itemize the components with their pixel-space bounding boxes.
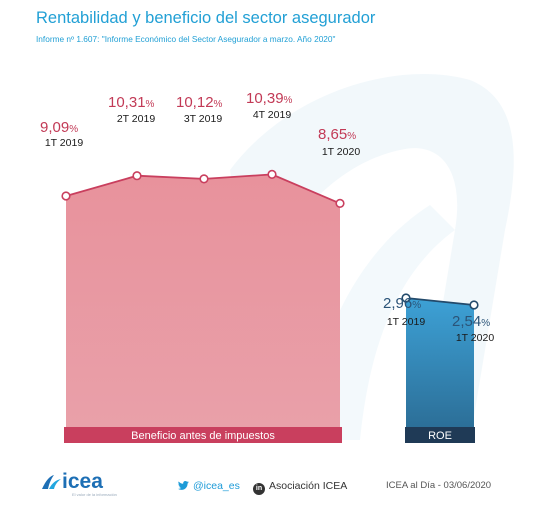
twitter-icon (178, 481, 189, 490)
data-point (132, 171, 142, 181)
data-point (335, 198, 345, 208)
twitter-handle-text: @icea_es (193, 480, 240, 492)
data-point (199, 174, 209, 184)
chart-subtitle: Informe nº 1.607: "Informe Económico del… (36, 34, 336, 44)
icea-logo-icon (42, 475, 61, 489)
category-label: 1T 2019 (45, 137, 83, 149)
chart-title: Rentabilidad y beneficio del sector aseg… (36, 9, 376, 27)
category-label: 3T 2019 (184, 113, 222, 125)
value-label: 10,31% (108, 94, 155, 111)
value-label: 10,12% (176, 94, 223, 111)
category-label: 4T 2019 (253, 109, 291, 121)
data-point (267, 169, 277, 179)
series-area-1 (406, 298, 474, 427)
icea-logo-tagline: El valor de la información (72, 492, 117, 497)
data-point (469, 300, 479, 310)
icea-logo: icea (40, 470, 103, 494)
linkedin-link[interactable]: in Asociación ICEA (253, 480, 347, 495)
benefit-label-text: Beneficio antes de impuestos (131, 430, 275, 442)
publication-date: ICEA al Día - 03/06/2020 (386, 480, 492, 491)
linkedin-icon: in (253, 483, 265, 495)
category-label: 1T 2020 (322, 146, 360, 158)
value-label: 10,39% (246, 90, 293, 107)
series-line-1 (405, 297, 475, 306)
category-label: 1T 2019 (387, 316, 425, 328)
value-label: 2,54% (452, 313, 490, 330)
benefit-label-bg (64, 427, 342, 443)
twitter-handle[interactable]: @icea_es (178, 480, 240, 492)
benefit-category-label: Beneficio antes de impuestos (64, 427, 342, 443)
icea-logo-text: icea (62, 470, 103, 493)
category-label: 1T 2020 (456, 332, 494, 344)
value-label: 9,09% (40, 119, 78, 136)
value-label: 2,96% (383, 295, 421, 312)
data-point (61, 191, 71, 201)
category-label: 2T 2019 (117, 113, 155, 125)
data-point (401, 293, 411, 303)
linkedin-text: Asociación ICEA (269, 480, 348, 492)
roe-label-text: ROE (428, 430, 452, 442)
value-label: 8,65% (318, 126, 356, 143)
series-area-0 (66, 174, 340, 427)
roe-label-bg (405, 427, 475, 443)
roe-category-label: ROE (405, 427, 475, 443)
